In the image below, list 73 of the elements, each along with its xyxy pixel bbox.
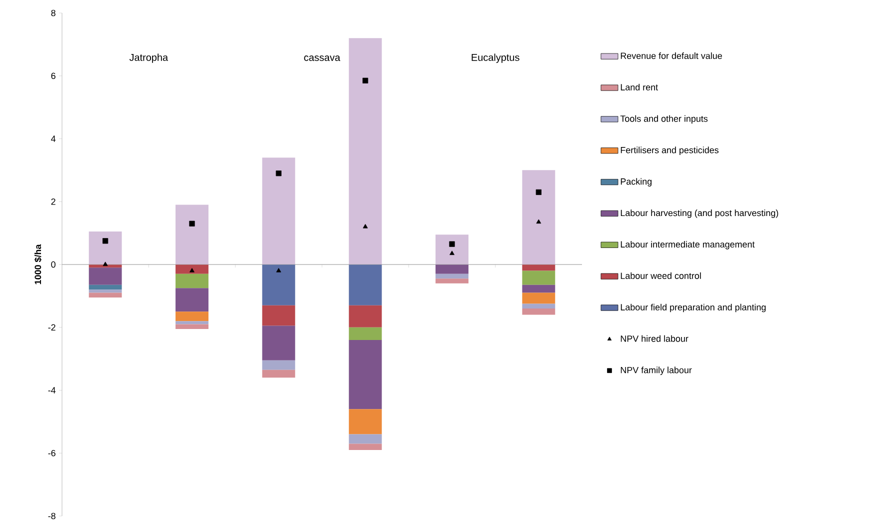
y-tick-label: 2 (51, 198, 56, 205)
bar (522, 284, 556, 293)
y-tick-label: 8 (51, 10, 56, 16)
bar (262, 264, 296, 306)
bar (88, 231, 122, 264)
point (362, 224, 368, 228)
legend-label: Land rent (620, 84, 658, 90)
legend-label: Labour harvesting (and post harvesting) (620, 210, 778, 218)
annotation: cassava (304, 56, 340, 61)
bar (348, 340, 382, 410)
bar (88, 290, 122, 293)
bar (522, 170, 556, 264)
y-tick-label: -6 (48, 450, 56, 456)
y-tick-label: 6 (51, 72, 56, 80)
point (276, 170, 282, 176)
y-tick-label: 4 (51, 136, 56, 142)
y-tick-label: -2 (48, 324, 56, 331)
legend-label: Tools and other inputs (620, 115, 708, 124)
bar (436, 278, 468, 284)
bar (88, 292, 122, 298)
point (189, 220, 195, 226)
bar (176, 274, 208, 288)
point (450, 250, 454, 255)
point (536, 219, 542, 224)
bar (88, 268, 122, 285)
bar (262, 305, 296, 326)
bar (176, 288, 208, 312)
bar (176, 324, 208, 329)
legend-label: NPV hired labour (620, 335, 688, 342)
point (536, 189, 542, 195)
legend-label: Revenue for default value (620, 52, 722, 59)
legend-label: NPV family labour (620, 366, 692, 376)
bar (348, 305, 382, 328)
bar (348, 264, 382, 306)
legend-label: Labour weed control (620, 272, 701, 279)
bar (348, 327, 382, 340)
annotation: Jatropha (129, 54, 168, 63)
bar (522, 264, 556, 271)
bar (522, 304, 556, 309)
bar (262, 360, 296, 370)
bar (262, 326, 296, 360)
bar (348, 444, 382, 450)
legend-label: Labour intermediate management (620, 240, 755, 250)
legend-label: Packing (620, 178, 652, 186)
bar (348, 409, 382, 434)
bar (522, 270, 556, 285)
annotation: Eucalyptus (472, 54, 520, 63)
y-tick-label: 0 (51, 261, 56, 268)
bar (176, 321, 208, 324)
bar (436, 264, 468, 274)
bar (522, 292, 556, 304)
bar (436, 234, 468, 264)
bar (348, 38, 382, 264)
bar (176, 264, 208, 274)
bar (176, 204, 208, 264)
point (102, 238, 108, 244)
y-axis-title: 1000 $/ha (34, 244, 42, 284)
y-tick-label: -4 (48, 387, 56, 394)
point (362, 78, 368, 84)
point (449, 241, 455, 247)
point (102, 262, 108, 266)
point (190, 268, 194, 272)
bar (522, 308, 556, 315)
legend-label: Fertilisers and pesticides (620, 146, 719, 156)
point (276, 268, 282, 272)
y-tick-label: -8 (48, 512, 56, 520)
bar (348, 434, 382, 444)
bar (262, 158, 296, 264)
bar (88, 284, 122, 290)
bar (176, 312, 208, 322)
legend-label: Labour field preparation and planting (620, 304, 766, 312)
bar (436, 274, 468, 279)
bar (262, 370, 296, 378)
